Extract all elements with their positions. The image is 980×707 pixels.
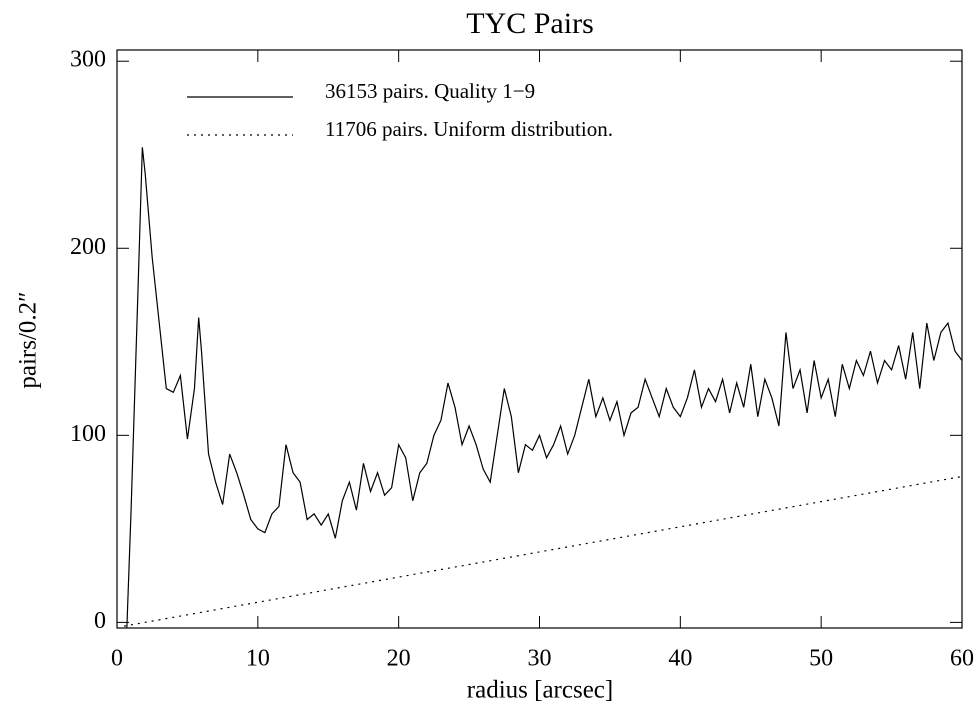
x-tick-label: 60 [950, 646, 974, 672]
y-tick-label: 0 [94, 608, 106, 634]
x-tick-label: 0 [111, 646, 123, 672]
x-tick-label: 10 [246, 646, 270, 672]
y-tick-label: 200 [70, 234, 106, 260]
x-tick-label: 20 [387, 646, 411, 672]
data-line [126, 147, 963, 629]
x-tick-label: 30 [528, 646, 552, 672]
x-tick-label: 40 [668, 646, 692, 672]
y-tick-label: 100 [70, 421, 106, 447]
x-axis-label: radius [arcsec] [467, 677, 613, 704]
legend-label: 11706 pairs. Uniform distribution. [325, 117, 613, 141]
x-tick-label: 50 [809, 646, 833, 672]
data-line [123, 475, 963, 627]
chart-title: TYC Pairs [466, 7, 594, 40]
legend-label: 36153 pairs. Quality 1−9 [325, 79, 535, 103]
y-tick-label: 300 [70, 47, 106, 73]
y-axis-label: pairs/0.2″ [15, 291, 42, 388]
